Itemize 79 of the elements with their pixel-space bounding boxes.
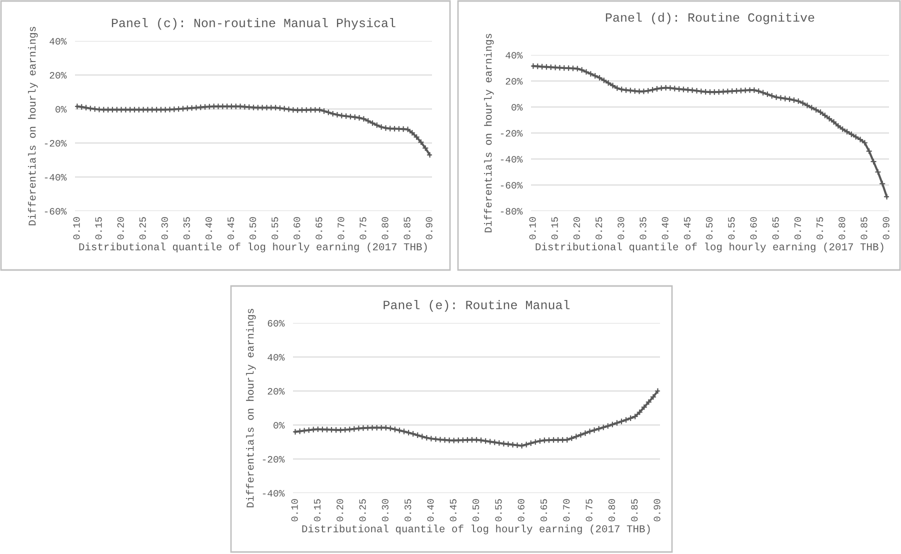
x-tick-label: 0.65 — [772, 217, 779, 240]
x-tick-label: 0.40 — [205, 217, 212, 240]
x-tick-label: 0.70 — [338, 217, 344, 240]
y-tick-label: -60% — [500, 182, 523, 189]
x-tick-label: 0.70 — [563, 499, 570, 522]
x-tick-label: 0.80 — [382, 217, 388, 240]
x-tick-label: 0.55 — [728, 217, 735, 240]
x-tick-label: 0.15 — [314, 499, 321, 522]
y-tick-label: 20% — [50, 72, 67, 79]
y-tick-label: -80% — [500, 208, 523, 215]
x-tick-label: 0.80 — [838, 217, 846, 240]
y-tick-label: -40% — [44, 174, 67, 181]
y-tick-label: 20% — [268, 388, 285, 395]
y-tick-label: 40% — [268, 354, 285, 361]
x-tick-label: 0.35 — [183, 217, 190, 240]
y-tick-label: -20% — [262, 456, 285, 463]
x-tick-label: 0.85 — [631, 499, 638, 522]
x-tick-label: 0.30 — [382, 499, 388, 522]
x-tick-label: 0.80 — [608, 499, 616, 522]
x-tick-label: 0.15 — [95, 217, 102, 240]
x-tick-label: 0.25 — [139, 217, 146, 240]
x-tick-label: 0.25 — [359, 499, 366, 522]
x-tick-label: 0.50 — [472, 499, 480, 522]
x-tick-label: 0.40 — [427, 499, 434, 522]
x-tick-label: 0.85 — [860, 217, 868, 240]
x-tick-label: 0.70 — [794, 217, 802, 240]
y-axis-title: Differentials on hourly earnings — [484, 34, 494, 232]
y-tick-label: 0% — [512, 104, 523, 111]
x-tick-label: 0.85 — [404, 217, 410, 240]
y-tick-label: 20% — [506, 78, 523, 85]
x-tick-label: 0.20 — [117, 217, 124, 240]
x-tick-label: 0.50 — [706, 217, 713, 240]
x-tick-label: 0.75 — [586, 499, 592, 522]
x-tick-label: 0.90 — [654, 499, 660, 522]
x-tick-label: 0.75 — [360, 217, 366, 240]
x-tick-label: 0.60 — [518, 499, 524, 522]
x-tick-label: 0.55 — [495, 499, 502, 522]
x-tick-label: 0.60 — [750, 217, 757, 240]
x-tick-label: 0.30 — [161, 217, 168, 240]
y-tick-label: -20% — [44, 140, 67, 147]
x-tick-label: 0.10 — [529, 217, 536, 240]
y-axis-title: Differentials on hourly earnings — [246, 308, 256, 508]
x-tick-label: 0.10 — [73, 217, 80, 240]
x-tick-label: 0.35 — [640, 217, 646, 240]
chart-title: Panel (c): Non-routine Manual Physical — [112, 18, 396, 30]
x-tick-label: 0.75 — [816, 217, 824, 240]
x-tick-label: 0.45 — [684, 217, 691, 240]
chart-title: Panel (e): Routine Manual — [384, 300, 570, 312]
x-tick-label: 0.90 — [426, 217, 432, 240]
x-tick-label: 0.55 — [272, 217, 278, 240]
y-tick-label: 40% — [50, 38, 67, 45]
x-axis-title: Distributional quantile of log hourly earning (2017 THB) — [536, 242, 884, 252]
y-tick-label: -60% — [44, 208, 67, 215]
y-tick-label: -20% — [500, 130, 523, 137]
x-tick-label: 0.20 — [573, 217, 580, 240]
x-tick-label: 0.15 — [551, 217, 558, 240]
x-tick-label: 0.40 — [662, 217, 668, 240]
y-tick-label: 40% — [506, 52, 523, 59]
x-tick-label: 0.90 — [882, 217, 890, 240]
y-tick-label: 0% — [56, 106, 67, 113]
chart-title: Panel (d): Routine Cognitive — [606, 12, 814, 24]
x-tick-label: 0.45 — [450, 499, 456, 522]
y-axis-title: Differentials on hourly earnings — [28, 26, 38, 226]
x-tick-label: 0.20 — [336, 499, 344, 522]
y-tick-label: 60% — [268, 320, 285, 327]
y-tick-label: -40% — [500, 156, 523, 163]
x-tick-label: 0.65 — [540, 499, 548, 522]
x-tick-label: 0.10 — [291, 499, 298, 522]
x-tick-label: 0.50 — [250, 217, 256, 240]
x-axis-title: Distributional quantile of log hourly earning (2017 THB) — [302, 524, 650, 534]
x-tick-label: 0.25 — [596, 217, 602, 240]
x-tick-label: 0.60 — [294, 217, 300, 240]
x-tick-label: 0.30 — [618, 217, 624, 240]
y-tick-label: 0% — [274, 422, 285, 429]
x-tick-label: 0.45 — [227, 217, 234, 240]
y-tick-label: -40% — [262, 490, 285, 497]
x-tick-label: 0.35 — [404, 499, 412, 522]
x-tick-label: 0.65 — [316, 217, 322, 240]
x-axis-title: Distributional quantile of log hourly earning (2017 THB) — [79, 242, 427, 252]
